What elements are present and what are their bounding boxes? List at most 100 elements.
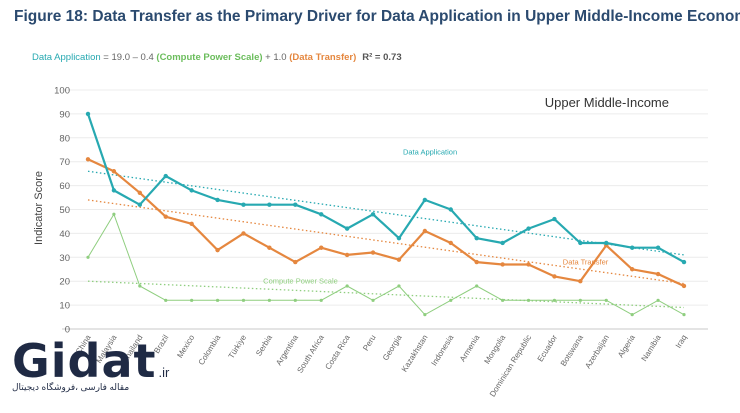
data-point	[500, 240, 505, 246]
x-tick-label: Algeria	[616, 333, 637, 359]
watermark-tagline: مقاله فارسی ،فروشگاه دیجیتال	[12, 382, 130, 392]
series-annotation: Data Transfer	[563, 257, 609, 266]
data-point	[86, 255, 90, 259]
panel-label: Upper Middle-Income	[545, 95, 669, 110]
x-tick-label: Botswana	[559, 333, 586, 368]
data-point	[604, 240, 609, 246]
x-tick-label: Georgia	[381, 333, 404, 362]
data-point	[241, 231, 246, 236]
data-point	[293, 259, 298, 265]
data-point	[526, 298, 531, 302]
data-point	[526, 262, 531, 267]
data-point	[344, 252, 350, 258]
data-point	[500, 262, 505, 267]
data-point	[189, 188, 194, 193]
data-point	[267, 245, 272, 250]
x-tick-label: Mongolia	[482, 333, 507, 366]
gridlines	[62, 89, 708, 330]
y-axis-ticks: 0 10 20 30 40 50 60 70 80 90 100	[54, 86, 70, 336]
y-tick-label: 100	[54, 86, 70, 97]
data-point	[319, 212, 324, 217]
y-tick-label: 10	[59, 301, 70, 312]
data-point	[370, 212, 376, 217]
data-point	[293, 202, 298, 207]
data-point	[552, 298, 557, 302]
x-tick-label: Indonesia	[429, 333, 455, 368]
y-tick-label: 90	[59, 109, 70, 120]
x-tick-label: South Africa	[295, 333, 326, 375]
data-point	[137, 202, 143, 207]
data-point	[293, 298, 297, 302]
data-point	[319, 298, 323, 302]
trendline	[87, 199, 685, 285]
annotations: Data Application Data Transfer Compute Pow…	[263, 148, 609, 286]
x-tick-label: Ecuador	[536, 333, 560, 363]
formula-data-application: Data Application	[32, 52, 101, 63]
data-point	[578, 279, 583, 284]
data-point	[656, 298, 660, 302]
data-point	[163, 214, 168, 219]
y-tick-label: 30	[59, 253, 70, 264]
data-point	[474, 235, 479, 241]
data-point	[448, 207, 453, 212]
x-tick-label: Serbia	[254, 333, 274, 358]
data-point	[137, 190, 143, 195]
data-point	[319, 245, 324, 250]
x-tick-label: Türkiye	[227, 333, 249, 360]
data-point	[190, 298, 194, 302]
data-point	[371, 298, 375, 302]
data-point	[215, 247, 220, 253]
data-point	[111, 188, 117, 193]
series-line	[86, 113, 685, 264]
data-point	[681, 259, 687, 265]
series-annotation: Compute Power Scale	[263, 277, 338, 286]
y-tick-label: 40	[59, 229, 70, 240]
x-tick-label: Iraq	[674, 333, 689, 349]
x-tick-label: Argentina	[274, 333, 300, 367]
x-tick-label: Armenia	[458, 333, 482, 363]
data-point	[241, 298, 246, 302]
data-point	[474, 259, 479, 265]
data-point	[655, 245, 661, 250]
data-point	[189, 221, 194, 227]
data-point	[604, 298, 608, 302]
data-point	[578, 240, 583, 246]
series-annotation: Data Application	[403, 148, 457, 157]
x-tick-label: Colombia	[197, 333, 223, 367]
watermark: Gidat .ir مقاله فارسی ،فروشگاه دیجیتال	[12, 338, 169, 393]
data-point	[267, 298, 271, 302]
series-line	[87, 213, 685, 316]
data-point	[526, 226, 531, 231]
data-point	[215, 197, 220, 203]
data-point	[396, 235, 402, 241]
data-point	[422, 228, 428, 234]
data-point	[85, 111, 91, 117]
data-point	[163, 173, 168, 179]
data-point	[111, 169, 117, 174]
x-tick-label: Namibia	[640, 333, 663, 363]
x-tick-label: Mexico	[175, 333, 196, 360]
y-tick-label: 50	[59, 205, 70, 216]
watermark-logo: Gidat	[12, 334, 157, 388]
data-point	[215, 298, 220, 302]
watermark-domain: .ir	[158, 365, 170, 380]
data-point	[85, 157, 91, 162]
x-tick-label: Azerbaijan	[583, 333, 611, 370]
trendlines	[87, 170, 685, 309]
data-point	[448, 240, 453, 246]
y-tick-label: 70	[59, 157, 70, 168]
data-point	[681, 283, 687, 289]
data-point	[422, 197, 428, 203]
data-point	[396, 257, 402, 262]
data-point	[397, 284, 401, 288]
y-tick-label: 80	[59, 133, 70, 144]
data-point	[423, 313, 427, 317]
data-point	[578, 298, 582, 302]
series-lines	[85, 111, 687, 317]
y-tick-label: 0	[65, 325, 70, 336]
data-point	[682, 313, 686, 317]
data-point	[629, 245, 635, 250]
y-axis-label: Indicator Score	[33, 171, 45, 245]
formula-transfer-coef: + 1.0	[262, 52, 290, 63]
